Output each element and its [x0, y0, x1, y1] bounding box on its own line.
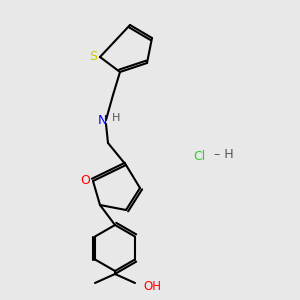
Text: O: O [80, 175, 90, 188]
Text: OH: OH [143, 280, 161, 292]
Text: N: N [97, 115, 107, 128]
Text: S: S [89, 50, 97, 64]
Text: – H: – H [210, 148, 234, 161]
Text: H: H [112, 113, 120, 123]
Text: Cl: Cl [193, 149, 205, 163]
